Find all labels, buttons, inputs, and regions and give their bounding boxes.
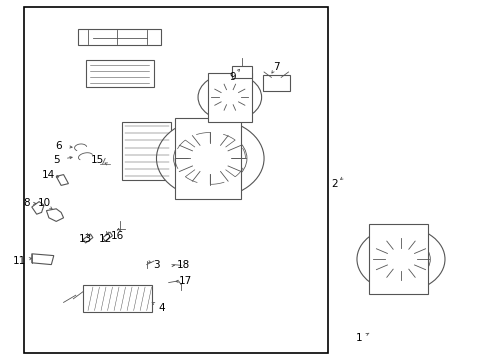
Circle shape xyxy=(356,227,444,292)
Circle shape xyxy=(210,83,249,112)
Polygon shape xyxy=(83,234,93,243)
FancyBboxPatch shape xyxy=(122,122,171,180)
FancyBboxPatch shape xyxy=(263,75,289,91)
Text: 18: 18 xyxy=(176,260,190,270)
Polygon shape xyxy=(78,29,161,45)
Polygon shape xyxy=(32,254,54,265)
Text: 14: 14 xyxy=(42,170,56,180)
Circle shape xyxy=(173,131,246,185)
FancyBboxPatch shape xyxy=(83,285,151,312)
Text: 8: 8 xyxy=(23,198,30,208)
Text: 3: 3 xyxy=(153,260,160,270)
FancyBboxPatch shape xyxy=(232,66,251,78)
FancyBboxPatch shape xyxy=(85,60,154,87)
Circle shape xyxy=(371,238,429,281)
Text: 17: 17 xyxy=(179,276,192,286)
Text: 7: 7 xyxy=(272,62,279,72)
Text: 5: 5 xyxy=(53,155,60,165)
Text: 11: 11 xyxy=(13,256,26,266)
Polygon shape xyxy=(46,209,63,221)
Circle shape xyxy=(198,74,261,121)
FancyBboxPatch shape xyxy=(175,118,240,199)
Text: 16: 16 xyxy=(110,231,124,241)
Polygon shape xyxy=(102,232,112,241)
Text: 9: 9 xyxy=(228,72,235,82)
Bar xyxy=(24,7,327,353)
FancyBboxPatch shape xyxy=(368,224,427,294)
Circle shape xyxy=(156,119,264,198)
Text: 6: 6 xyxy=(55,141,62,151)
Polygon shape xyxy=(32,202,44,214)
Text: 10: 10 xyxy=(38,198,50,208)
Text: 13: 13 xyxy=(79,234,92,244)
Text: 1: 1 xyxy=(355,333,362,343)
Text: 15: 15 xyxy=(91,155,104,165)
Text: 12: 12 xyxy=(98,234,112,244)
FancyBboxPatch shape xyxy=(207,73,251,122)
Polygon shape xyxy=(56,175,68,185)
Circle shape xyxy=(190,144,229,173)
Text: 4: 4 xyxy=(158,303,164,313)
Circle shape xyxy=(386,248,415,270)
Text: 2: 2 xyxy=(331,179,338,189)
